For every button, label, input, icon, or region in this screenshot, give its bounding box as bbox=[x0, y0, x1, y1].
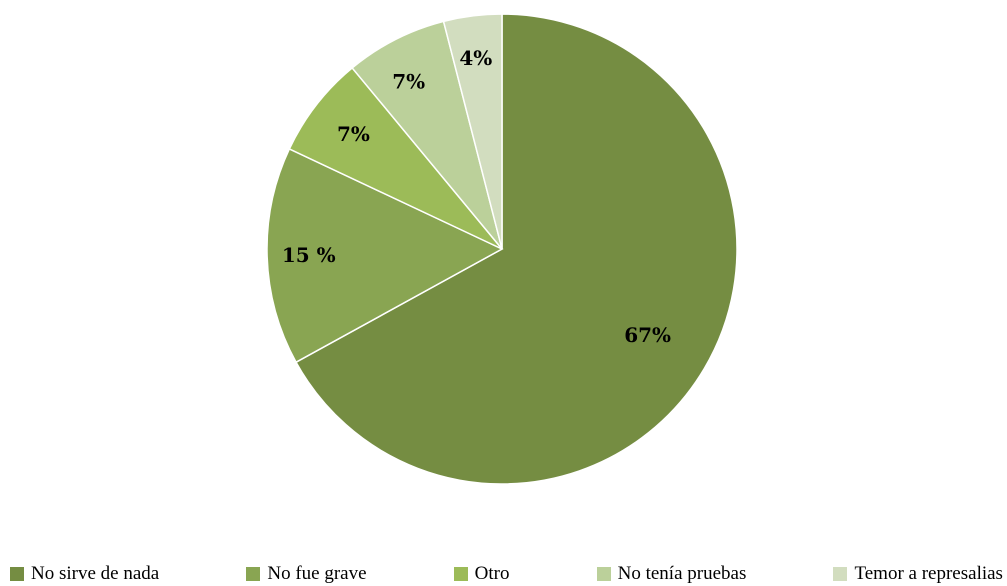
legend-label: No fue grave bbox=[267, 563, 367, 584]
pie-slice-3 bbox=[288, 66, 503, 250]
legend-item-3: Otro bbox=[453, 563, 510, 585]
legend-label: No tenía pruebas bbox=[617, 563, 747, 584]
legend-label: Temor a represalias bbox=[854, 563, 1003, 584]
pie-data-labels: 67% 15 % 7% 7% 4% bbox=[282, 46, 671, 347]
legend: No sirve de nada No fue grave Otro No tenía… bbox=[10, 563, 1003, 585]
legend-item-1: No sirve de nada bbox=[10, 563, 159, 585]
legend-swatch bbox=[10, 567, 24, 581]
legend-label: No sirve de nada bbox=[31, 563, 160, 584]
legend-item-5: Temor a represalias bbox=[833, 563, 1003, 585]
legend-swatch bbox=[833, 567, 848, 581]
pie-slices bbox=[266, 13, 738, 485]
data-label-5: 4% bbox=[459, 46, 492, 70]
legend-swatch bbox=[246, 567, 261, 581]
legend-item-4: No tenía pruebas bbox=[596, 563, 747, 585]
legend-swatch bbox=[596, 567, 611, 581]
pie-slice-4 bbox=[351, 20, 503, 250]
legend-swatch bbox=[453, 567, 468, 581]
data-label-2: 15 % bbox=[282, 243, 336, 267]
pie-slice-2 bbox=[266, 147, 504, 364]
legend-item-2: No fue grave bbox=[246, 563, 367, 585]
data-label-1: 67% bbox=[624, 323, 671, 347]
legend-label: Otro bbox=[474, 563, 510, 584]
data-label-4: 7% bbox=[392, 69, 425, 93]
data-label-3: 7% bbox=[337, 122, 370, 146]
pie-slice-5 bbox=[442, 13, 503, 250]
pie-slice-1 bbox=[295, 13, 738, 485]
